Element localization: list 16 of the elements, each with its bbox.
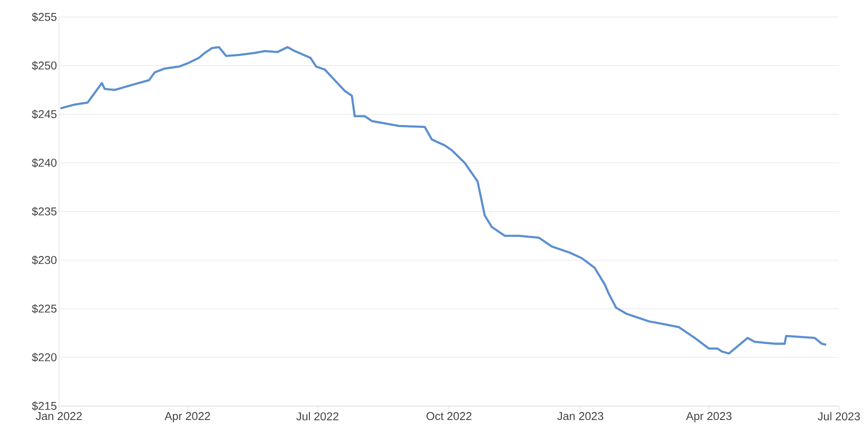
y-tick-label: $255 bbox=[32, 12, 56, 22]
x-tick-label: Jan 2023 bbox=[557, 412, 604, 420]
x-tick-label: Apr 2023 bbox=[686, 412, 732, 422]
y-tick-label: $245 bbox=[32, 110, 56, 119]
y-tick-label: $250 bbox=[32, 61, 57, 70]
y-tick-label: $240 bbox=[32, 158, 57, 168]
y-tick-label: $225 bbox=[32, 304, 56, 314]
y-tick-label: $230 bbox=[32, 256, 57, 265]
x-tick-label: Jan 2022 bbox=[36, 412, 82, 420]
x-tick-label: Jul 2022 bbox=[296, 412, 338, 420]
x-tick-label: Jul 2023 bbox=[818, 412, 860, 420]
x-tick-label: Oct 2022 bbox=[426, 412, 472, 420]
x-tick-label: Apr 2022 bbox=[164, 412, 210, 422]
y-tick-label: $235 bbox=[32, 206, 56, 216]
y-tick-label: $215 bbox=[32, 401, 56, 411]
y-tick-label: $220 bbox=[32, 352, 57, 362]
